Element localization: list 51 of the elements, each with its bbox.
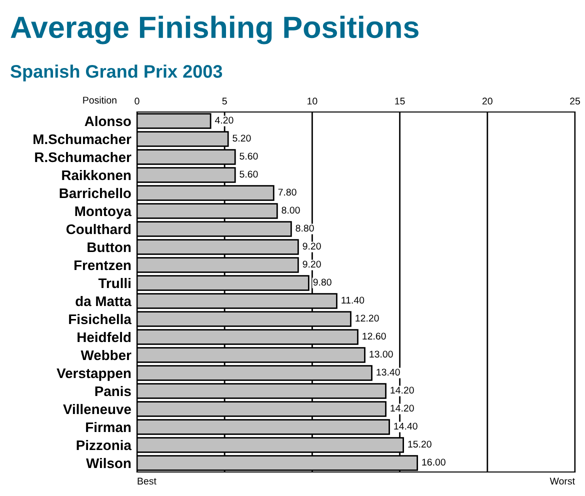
y-tick-label: Webber — [80, 350, 132, 360]
y-tick-label: da Matta — [76, 296, 132, 306]
y-tick-label: Montoya — [75, 206, 132, 219]
data-label: 12.60 — [362, 332, 386, 340]
data-label: 14.20 — [390, 386, 414, 394]
data-label: 16.00 — [422, 458, 446, 466]
x-tick-label: 15 — [395, 98, 405, 105]
y-tick-label: Coulthard — [66, 224, 131, 234]
chart-title: Average Finishing Positions — [10, 16, 418, 44]
x-tick-label: 10 — [308, 98, 318, 105]
y-tick-label: Raikkonen — [62, 170, 131, 180]
x-tick-label: 25 — [570, 98, 580, 105]
data-label: 9.20 — [302, 242, 321, 250]
data-label: 9.80 — [313, 278, 332, 286]
y-tick-label: Villeneuve — [63, 404, 131, 414]
data-label: 5.20 — [232, 134, 251, 142]
chart-subtitle: Spanish Grand Prix 2003 — [10, 64, 222, 82]
y-tick-label: Frentzen — [74, 260, 131, 270]
y-tick-label: Button — [88, 242, 131, 252]
data-label: 5.60 — [240, 152, 258, 160]
data-label: 9.20 — [302, 260, 321, 268]
y-tick-label: R.Schumacher — [35, 152, 132, 162]
y-tick-label: Wilson — [86, 458, 131, 468]
y-tick-label: M.Schumacher — [34, 134, 132, 144]
x-tick-label: 20 — [482, 98, 492, 105]
data-label: 4.20 — [214, 116, 234, 124]
text: Best — [138, 478, 156, 485]
data-label: 11.40 — [342, 296, 364, 304]
text: Worst — [550, 478, 575, 485]
y-tick-label: Barrichello — [60, 188, 131, 198]
data-label: 14.20 — [390, 404, 414, 412]
x-tick-label: 5 — [222, 98, 227, 105]
data-label: 13.40 — [376, 368, 400, 376]
y-tick-label: Fisichella — [69, 314, 132, 324]
data-label: 8.80 — [296, 224, 314, 232]
x-tick-label: 0 — [134, 98, 140, 105]
y-tick-label: Panis — [95, 386, 131, 396]
y-tick-label: Trulli — [98, 278, 130, 288]
y-tick-label: Heidfeld — [78, 332, 131, 342]
y-tick-label: Alonso — [84, 116, 131, 126]
data-label: 14.40 — [394, 422, 418, 430]
data-label: 12.20 — [356, 314, 379, 322]
data-label: 8.00 — [282, 206, 300, 214]
y-tick-label: Verstappen — [56, 368, 131, 381]
data-label: 13.00 — [370, 350, 393, 358]
data-label: 5.60 — [240, 170, 258, 178]
data-label: 15.20 — [408, 440, 432, 448]
y-tick-label: Pizzonia — [76, 440, 132, 450]
x-axis-title: Position — [83, 96, 116, 104]
y-tick-label: Firman — [86, 422, 131, 432]
data-label: 7.80 — [278, 188, 296, 196]
